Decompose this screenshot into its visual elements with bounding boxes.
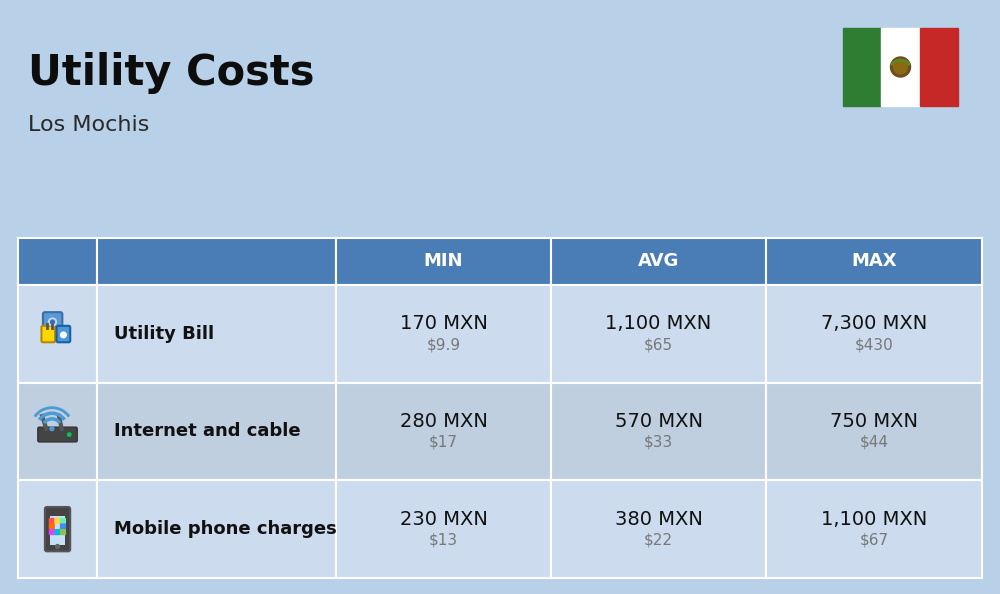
Text: 570 MXN: 570 MXN <box>615 412 703 431</box>
Bar <box>336 238 551 285</box>
FancyBboxPatch shape <box>41 326 55 342</box>
Bar <box>551 238 766 285</box>
Bar <box>336 383 551 481</box>
Bar <box>18 285 97 383</box>
Bar <box>97 481 336 578</box>
Text: 7,300 MXN: 7,300 MXN <box>821 314 927 333</box>
Text: 170 MXN: 170 MXN <box>400 314 488 333</box>
FancyBboxPatch shape <box>43 312 62 334</box>
Bar <box>766 481 982 578</box>
Bar <box>551 285 766 383</box>
Text: 230 MXN: 230 MXN <box>400 510 488 529</box>
Text: $430: $430 <box>855 337 893 352</box>
FancyBboxPatch shape <box>60 529 66 535</box>
Circle shape <box>68 433 71 436</box>
Text: Internet and cable: Internet and cable <box>114 422 300 441</box>
Bar <box>920 28 958 106</box>
Circle shape <box>49 318 56 326</box>
Circle shape <box>891 57 910 77</box>
FancyBboxPatch shape <box>60 518 66 524</box>
FancyBboxPatch shape <box>54 529 60 535</box>
Circle shape <box>61 332 66 337</box>
Bar <box>881 28 920 106</box>
FancyBboxPatch shape <box>49 529 55 535</box>
Bar <box>18 481 97 578</box>
Text: $9.9: $9.9 <box>427 337 461 352</box>
Text: Utility Bill: Utility Bill <box>114 325 214 343</box>
Bar <box>97 383 336 481</box>
Bar <box>336 285 551 383</box>
Bar <box>18 383 97 481</box>
Bar <box>766 238 982 285</box>
Text: $33: $33 <box>644 435 673 450</box>
Bar <box>766 383 982 481</box>
Text: 380 MXN: 380 MXN <box>615 510 703 529</box>
Text: Utility Costs: Utility Costs <box>28 52 314 94</box>
Text: Los Mochis: Los Mochis <box>28 115 149 135</box>
Text: AVG: AVG <box>638 252 679 270</box>
Text: $22: $22 <box>644 533 673 548</box>
Bar <box>336 481 551 578</box>
Bar <box>551 383 766 481</box>
Circle shape <box>50 426 54 431</box>
Text: $65: $65 <box>644 337 673 352</box>
Text: $13: $13 <box>429 533 458 548</box>
Text: 750 MXN: 750 MXN <box>830 412 918 431</box>
FancyBboxPatch shape <box>60 523 66 530</box>
Bar <box>551 481 766 578</box>
Text: Mobile phone charges: Mobile phone charges <box>114 520 337 538</box>
Bar <box>97 285 336 383</box>
FancyBboxPatch shape <box>38 427 77 442</box>
FancyBboxPatch shape <box>49 523 55 530</box>
Text: MIN: MIN <box>424 252 463 270</box>
Circle shape <box>894 60 908 74</box>
Bar <box>50 516 65 545</box>
Text: 280 MXN: 280 MXN <box>400 412 488 431</box>
Text: $67: $67 <box>859 533 889 548</box>
Bar <box>766 285 982 383</box>
Text: MAX: MAX <box>851 252 897 270</box>
FancyBboxPatch shape <box>45 507 70 551</box>
Circle shape <box>56 545 59 548</box>
Text: 1,100 MXN: 1,100 MXN <box>605 314 712 333</box>
Text: $17: $17 <box>429 435 458 450</box>
Circle shape <box>51 320 54 324</box>
FancyBboxPatch shape <box>54 518 60 524</box>
Bar <box>97 238 336 285</box>
Bar <box>843 28 881 106</box>
FancyBboxPatch shape <box>49 518 55 524</box>
Text: $44: $44 <box>860 435 889 450</box>
Text: 1,100 MXN: 1,100 MXN <box>821 510 927 529</box>
Bar <box>18 238 97 285</box>
FancyBboxPatch shape <box>57 326 70 342</box>
